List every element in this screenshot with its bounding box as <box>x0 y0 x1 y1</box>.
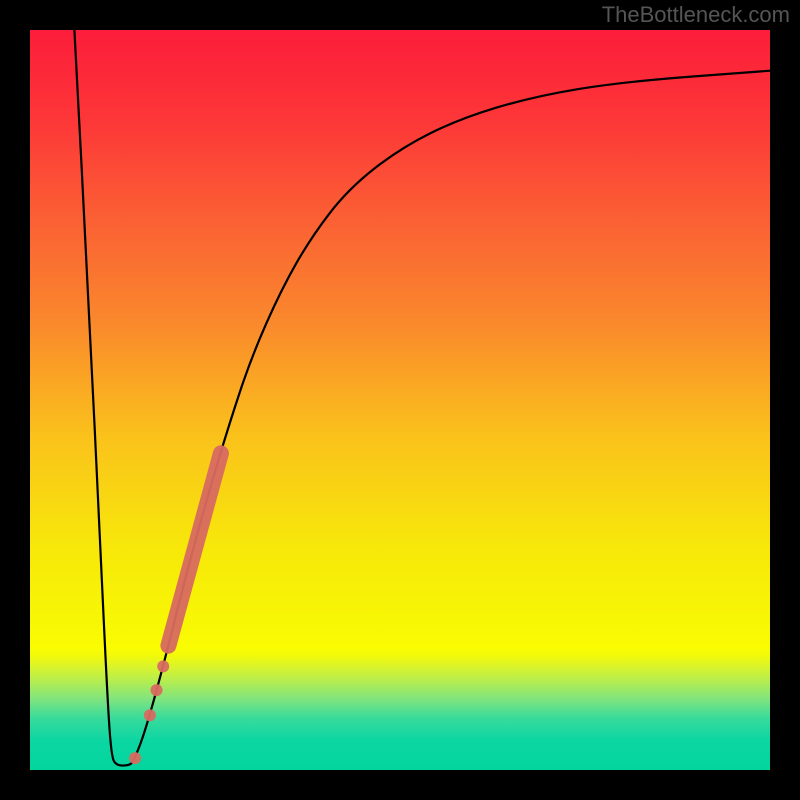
plot-background <box>30 30 770 770</box>
marker-dot <box>129 752 141 764</box>
bottleneck-chart <box>0 0 800 800</box>
marker-dot <box>144 709 156 721</box>
marker-dot <box>157 660 169 672</box>
watermark-text: TheBottleneck.com <box>602 2 790 28</box>
chart-stage: TheBottleneck.com <box>0 0 800 800</box>
marker-dot <box>151 684 163 696</box>
